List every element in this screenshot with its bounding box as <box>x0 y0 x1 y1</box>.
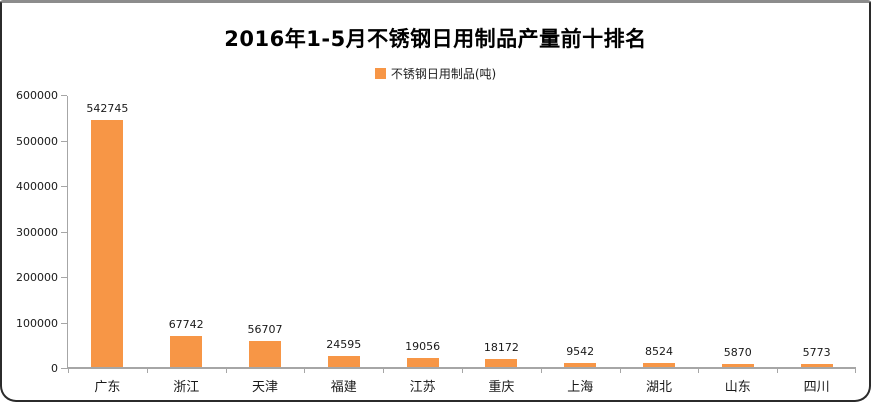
x-tick-mark <box>619 367 621 373</box>
x-tick-label: 江苏 <box>409 380 436 395</box>
bar-value-label: 19056 <box>405 340 441 354</box>
bar-slot: 9542 上海 <box>541 96 620 395</box>
bar <box>248 341 281 367</box>
y-tick-mark <box>61 322 67 324</box>
legend-swatch-icon <box>374 68 386 79</box>
y-tick-mark <box>61 95 67 96</box>
legend: 不锈钢日用制品(吨) <box>2 65 869 82</box>
bar-slot: 8524 湖北 <box>620 96 699 395</box>
x-tick-mark <box>304 367 306 373</box>
bar <box>170 336 203 367</box>
bar-value-label: 9542 <box>566 344 595 358</box>
bar-slot: 542745 广东 <box>68 96 147 395</box>
y-tick-label: 400000 <box>16 180 58 193</box>
x-tick-mark <box>698 367 700 373</box>
x-tick-label: 四川 <box>803 380 830 395</box>
y-tick-mark <box>61 231 67 233</box>
bar-slot: 24595 福建 <box>304 96 383 395</box>
y-tick-label: 200000 <box>16 271 58 284</box>
bar <box>327 355 360 367</box>
bar-value-label: 67742 <box>168 318 204 332</box>
x-tick-label: 福建 <box>330 380 357 395</box>
bar-value-label: 5773 <box>802 346 831 360</box>
bar <box>485 358 518 367</box>
x-tick-label: 广东 <box>94 380 121 395</box>
x-tick-label: 上海 <box>567 380 594 395</box>
x-tick-label: 浙江 <box>173 380 200 395</box>
x-tick-mark <box>462 367 463 373</box>
bar <box>91 120 124 367</box>
bar <box>721 364 754 367</box>
y-tick-label: 600000 <box>16 89 58 102</box>
bar <box>642 363 675 367</box>
y-tick-label: 0 <box>51 362 58 375</box>
bar-slot: 18172 重庆 <box>462 96 541 395</box>
bar-slot: 5870 山东 <box>698 96 777 395</box>
plot-area: 0 100000 200000 300000 400000 500000 600000 542… <box>16 90 856 395</box>
bar <box>800 364 833 367</box>
bar-value-label: 5870 <box>723 346 752 360</box>
legend-label: 不锈钢日用制品(吨) <box>390 67 497 81</box>
bar-value-label: 56707 <box>247 323 283 337</box>
y-tick-mark <box>61 368 67 369</box>
x-tick-label: 湖北 <box>645 380 672 395</box>
bar-value-label: 18172 <box>483 340 519 354</box>
x-tick-mark <box>855 367 856 373</box>
y-tick-label: 500000 <box>16 134 58 148</box>
bar-slot: 19056 江苏 <box>383 96 462 395</box>
bar-value-label: 8524 <box>644 345 673 359</box>
y-tick-mark <box>61 140 67 142</box>
x-tick-label: 天津 <box>251 380 278 395</box>
x-tick-label: 重庆 <box>488 380 515 395</box>
x-tick-mark <box>146 367 148 373</box>
bar-slot: 67742 浙江 <box>147 96 226 395</box>
x-tick-mark <box>777 367 779 373</box>
x-tick-mark <box>225 367 227 373</box>
bar-value-label: 542745 <box>86 102 129 116</box>
bar <box>406 358 439 367</box>
bar-slot: 56707 天津 <box>226 96 305 395</box>
x-tick-label: 山东 <box>724 380 751 395</box>
bar-slot: 5773 四川 <box>777 96 856 395</box>
x-tick-mark <box>68 367 69 373</box>
y-tick-label: 100000 <box>16 316 58 330</box>
y-tick-label: 300000 <box>16 225 58 239</box>
chart-title: 2016年1-5月不锈钢日用制品产量前十排名 <box>224 27 647 51</box>
y-tick-mark <box>61 277 67 278</box>
x-tick-mark <box>383 367 385 373</box>
y-tick-mark <box>61 186 67 187</box>
bar <box>564 362 597 367</box>
bar-value-label: 24595 <box>326 337 362 351</box>
x-tick-mark <box>540 367 542 373</box>
